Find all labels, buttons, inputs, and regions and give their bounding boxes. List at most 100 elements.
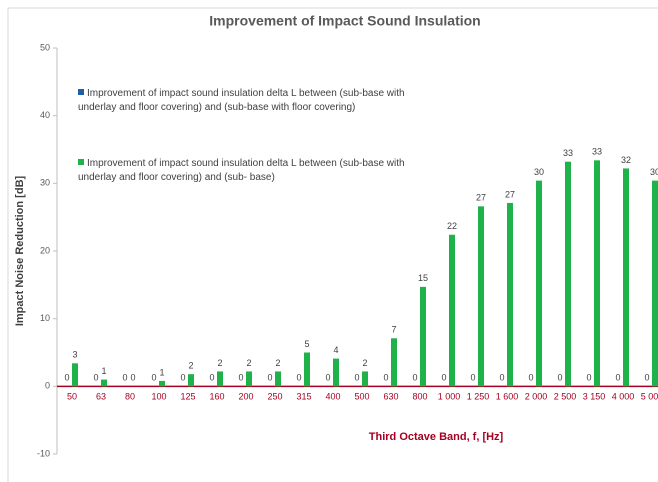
- data-label: 0: [441, 373, 446, 383]
- legend-item: Improvement of impact sound insulation d…: [78, 157, 428, 185]
- bar: [159, 380, 165, 387]
- bar: [333, 358, 339, 387]
- legend-label: Improvement of impact sound insulation d…: [78, 88, 405, 113]
- bar: [594, 160, 600, 387]
- x-tick-label: 400: [325, 392, 340, 402]
- bar: [217, 371, 223, 387]
- x-tick-label: 80: [125, 392, 135, 402]
- x-axis-label: Third Octave Band, f, [Hz]: [369, 431, 504, 443]
- data-label: 5: [304, 339, 309, 349]
- bar: [72, 363, 78, 387]
- data-label: 0: [180, 373, 185, 383]
- data-label: 33: [592, 147, 602, 157]
- legend-label: Improvement of impact sound insulation d…: [78, 158, 405, 183]
- x-tick-label: 1 600: [496, 392, 519, 402]
- y-tick-label: 0: [45, 381, 50, 391]
- data-label: 1: [159, 367, 164, 377]
- x-tick-label: 630: [383, 392, 398, 402]
- bar: [246, 371, 252, 387]
- data-label: 2: [217, 358, 222, 368]
- data-label: 0: [130, 373, 135, 383]
- x-tick-label: 1 250: [467, 392, 490, 402]
- x-tick-label: 250: [267, 392, 282, 402]
- data-label: 0: [325, 373, 330, 383]
- data-label: 0: [122, 373, 127, 383]
- legend-swatch: [78, 89, 84, 95]
- bar: [623, 168, 629, 387]
- bar: [304, 352, 310, 387]
- x-tick-label: 160: [209, 392, 224, 402]
- data-label: 0: [557, 373, 562, 383]
- bar: [507, 202, 513, 387]
- data-label: 0: [499, 373, 504, 383]
- x-tick-label: 50: [67, 392, 77, 402]
- chart-border: [7, 7, 658, 482]
- x-tick-label: 125: [180, 392, 195, 402]
- data-label: 1: [101, 366, 106, 376]
- bar: [420, 286, 426, 387]
- x-tick-label: 100: [151, 392, 166, 402]
- data-label: 0: [470, 373, 475, 383]
- chart-title: Improvement of Impact Sound Insulation: [209, 13, 480, 29]
- data-label: 15: [418, 273, 428, 283]
- x-tick-label: 3 150: [583, 392, 606, 402]
- y-tick-label: 40: [40, 110, 50, 120]
- x-tick-label: 1 000: [438, 392, 461, 402]
- y-tick-label: 30: [40, 178, 50, 188]
- data-label: 2: [246, 358, 251, 368]
- data-label: 0: [238, 373, 243, 383]
- data-label: 33: [563, 148, 573, 158]
- bar: [536, 180, 542, 387]
- bar: [275, 371, 281, 387]
- x-tick-label: 2 500: [554, 392, 577, 402]
- legend-item: Improvement of impact sound insulation d…: [78, 87, 428, 115]
- x-tick-label: 500: [354, 392, 369, 402]
- data-label: 0: [644, 373, 649, 383]
- data-label: 0: [528, 373, 533, 383]
- x-tick-label: 63: [96, 392, 106, 402]
- data-label: 2: [188, 361, 193, 371]
- bar: [188, 374, 194, 387]
- data-label: 4: [333, 345, 338, 355]
- data-label: 27: [476, 193, 486, 203]
- y-tick-label: 10: [40, 313, 50, 323]
- data-label: 0: [586, 373, 591, 383]
- data-label: 0: [354, 373, 359, 383]
- x-tick-label: 800: [412, 392, 427, 402]
- x-tick-label: 315: [296, 392, 311, 402]
- data-label: 32: [621, 155, 631, 165]
- data-label: 22: [447, 221, 457, 231]
- data-label: 0: [412, 373, 417, 383]
- bar: [362, 371, 368, 387]
- data-label: 0: [151, 373, 156, 383]
- x-tick-label: 5 000: [641, 392, 658, 402]
- data-label: 0: [209, 373, 214, 383]
- data-label: 7: [391, 325, 396, 335]
- data-label: 0: [267, 373, 272, 383]
- y-tick-label: -10: [37, 448, 50, 458]
- bar: [478, 206, 484, 387]
- x-tick-label: 4 000: [612, 392, 635, 402]
- x-tick-label: 200: [238, 392, 253, 402]
- data-label: 0: [296, 373, 301, 383]
- bar: [449, 234, 455, 387]
- data-label: 30: [534, 167, 544, 177]
- data-label: 0: [64, 373, 69, 383]
- bar: [101, 379, 107, 387]
- data-label: 0: [615, 373, 620, 383]
- data-label: 3: [72, 350, 77, 360]
- bar: [565, 161, 571, 387]
- y-axis-label: Impact Noise Reduction [dB]: [14, 175, 26, 326]
- data-label: 27: [505, 189, 515, 199]
- x-tick-label: 2 000: [525, 392, 548, 402]
- legend-swatch: [78, 159, 84, 165]
- data-label: 30: [650, 167, 658, 177]
- data-label: 0: [383, 373, 388, 383]
- bar: [652, 180, 658, 387]
- bar: [391, 338, 397, 387]
- data-label: 0: [93, 373, 98, 383]
- data-label: 2: [362, 358, 367, 368]
- y-tick-label: 50: [40, 42, 50, 52]
